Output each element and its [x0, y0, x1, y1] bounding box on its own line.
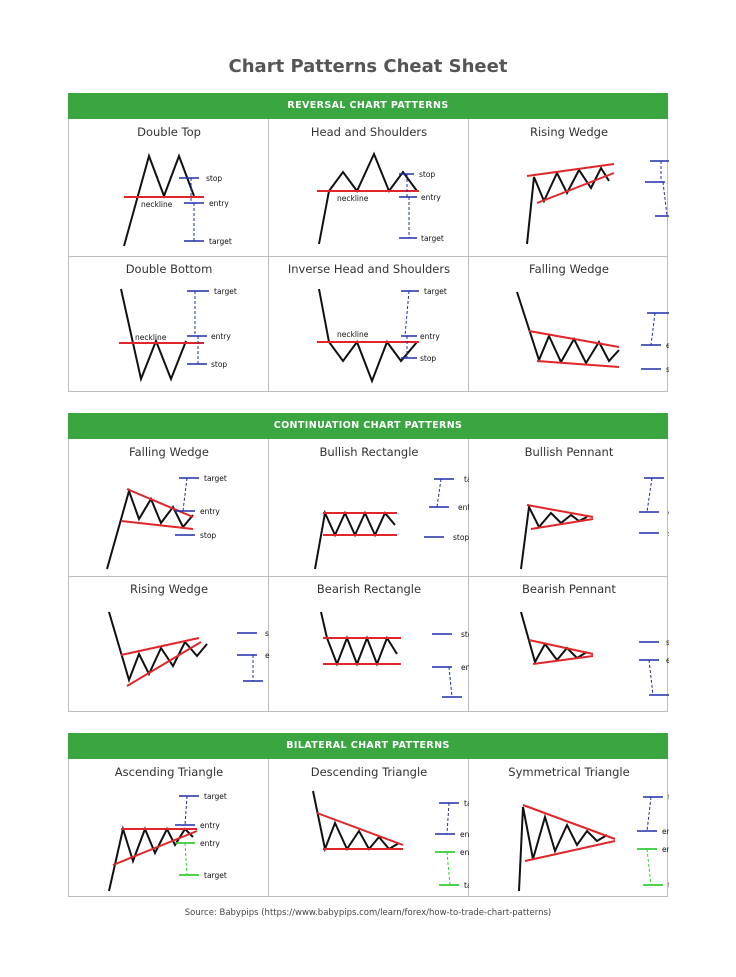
- stop-label: stop: [419, 170, 435, 179]
- descending-triangle-diagram: target entry entry target: [312, 790, 469, 890]
- pattern-title-double-top: Double Top: [137, 125, 201, 139]
- pattern-title-bullish-rectangle: Bullish Rectangle: [319, 445, 419, 459]
- entry-label: entry: [668, 508, 669, 517]
- stop-label: stop: [420, 354, 436, 363]
- stop-label: stop: [206, 174, 222, 183]
- entry-label: entry: [265, 651, 269, 660]
- stop-label: stop: [666, 365, 669, 374]
- grid-divider: [268, 119, 269, 391]
- grid-divider: [268, 759, 269, 896]
- bearish-pennant-diagram: stop entry target: [520, 611, 669, 696]
- target-label-down: target: [204, 871, 227, 880]
- entry-label-up: entry: [662, 827, 669, 836]
- target-label: target: [421, 234, 444, 243]
- entry-label: entry: [211, 332, 231, 341]
- inverse-head-and-shoulders-diagram: target neckline entry stop: [317, 287, 447, 384]
- grid-divider: [69, 576, 667, 577]
- target-label-up: target: [668, 793, 669, 802]
- entry-label: entry: [209, 199, 229, 208]
- neckline-label: neckline: [337, 194, 369, 203]
- bilateral-section-header: BILATERAL CHART PATTERNS: [68, 733, 668, 759]
- entry-label: entry: [461, 663, 469, 672]
- neckline-label: neckline: [135, 333, 167, 342]
- neckline-label: neckline: [337, 330, 369, 339]
- ascending-triangle-diagram: target entry entry target: [108, 792, 227, 892]
- target-label: target: [204, 474, 227, 483]
- bilateral-grid: Ascending Triangle target entry entry ta…: [68, 759, 669, 897]
- rising-wedge-continuation-diagram: stop entry target: [108, 611, 269, 687]
- neckline-label: neckline: [141, 200, 173, 209]
- pattern-title-falling-wedge: Falling Wedge: [529, 262, 609, 276]
- entry-label: entry: [458, 503, 469, 512]
- double-top-diagram: stop neckline entry target: [123, 152, 232, 247]
- grid-divider: [268, 439, 269, 711]
- continuation-grid: Falling Wedge target entry stop Bullish …: [68, 439, 669, 712]
- stop-label: stop: [666, 638, 669, 647]
- stop-label: stop: [265, 629, 269, 638]
- stop-label: stop: [453, 533, 469, 542]
- pattern-title-ascending-triangle: Ascending Triangle: [114, 765, 224, 779]
- target-label: target: [209, 237, 232, 246]
- pattern-title-rising-wedge: Rising Wedge: [529, 125, 609, 139]
- pattern-title-falling-wedge: Falling Wedge: [129, 445, 209, 459]
- stop-label: stop: [668, 529, 669, 538]
- falling-wedge-reversal-diagram: target entry stop: [516, 291, 669, 374]
- page-title: Chart Patterns Cheat Sheet: [228, 56, 508, 77]
- entry-label-down: entry: [460, 848, 469, 857]
- bearish-rectangle-diagram: stop entry target: [320, 611, 469, 698]
- pattern-title-descending-triangle: Descending Triangle: [310, 765, 428, 779]
- entry-label: entry: [666, 656, 669, 665]
- target-label: target: [424, 287, 447, 296]
- rising-wedge-reversal-diagram: stop entry target: [526, 160, 669, 245]
- symmetrical-triangle-diagram: target entry entry target: [518, 793, 669, 892]
- reversal-section-header: REVERSAL CHART PATTERNS: [68, 93, 668, 119]
- pattern-title-bearish-rectangle: Bearish Rectangle: [316, 582, 422, 596]
- bullish-pennant-diagram: target entry stop: [520, 477, 669, 570]
- entry-label: entry: [420, 332, 440, 341]
- grid-divider: [69, 256, 667, 257]
- source-credit: Source: Babypips (https://www.babypips.c…: [184, 908, 552, 918]
- entry-label-down: entry: [662, 845, 669, 854]
- stop-label: stop: [211, 360, 227, 369]
- double-bottom-diagram: target neckline entry stop: [119, 287, 237, 383]
- grid-divider: [468, 759, 469, 896]
- continuation-section-header: CONTINUATION CHART PATTERNS: [68, 413, 668, 439]
- entry-label: entry: [200, 507, 220, 516]
- target-label-up: target: [464, 799, 469, 808]
- pattern-title-bullish-pennant: Bullish Pennant: [524, 445, 614, 459]
- stop-label: stop: [200, 531, 216, 540]
- entry-label: entry: [421, 193, 441, 202]
- pattern-title-head-and-shoulders: Head and Shoulders: [310, 125, 428, 139]
- pattern-title-symmetrical-triangle: Symmetrical Triangle: [508, 765, 630, 779]
- stop-label: stop: [461, 630, 469, 639]
- grid-divider: [468, 439, 469, 711]
- reversal-grid: Double Top stop neckline entry target He…: [68, 119, 669, 392]
- entry-label-down: entry: [200, 839, 220, 848]
- pattern-title-rising-wedge: Rising Wedge: [129, 582, 209, 596]
- pattern-title-bearish-pennant: Bearish Pennant: [522, 582, 616, 596]
- entry-label-up: entry: [200, 821, 220, 830]
- falling-wedge-continuation-diagram: target entry stop: [106, 474, 227, 570]
- head-and-shoulders-diagram: stop neckline entry target: [317, 151, 444, 245]
- target-label: target: [464, 475, 469, 484]
- target-label-down: target: [464, 881, 469, 890]
- grid-divider: [468, 119, 469, 391]
- target-label-up: target: [204, 792, 227, 801]
- pattern-title-double-bottom: Double Bottom: [125, 262, 213, 276]
- pattern-title-inverse-head-and-shoulders: Inverse Head and Shoulders: [287, 262, 451, 276]
- entry-label: entry: [666, 341, 669, 350]
- target-label: target: [214, 287, 237, 296]
- target-label-down: target: [668, 881, 669, 890]
- bullish-rectangle-diagram: target entry stop: [314, 475, 469, 570]
- entry-label-up: entry: [460, 830, 469, 839]
